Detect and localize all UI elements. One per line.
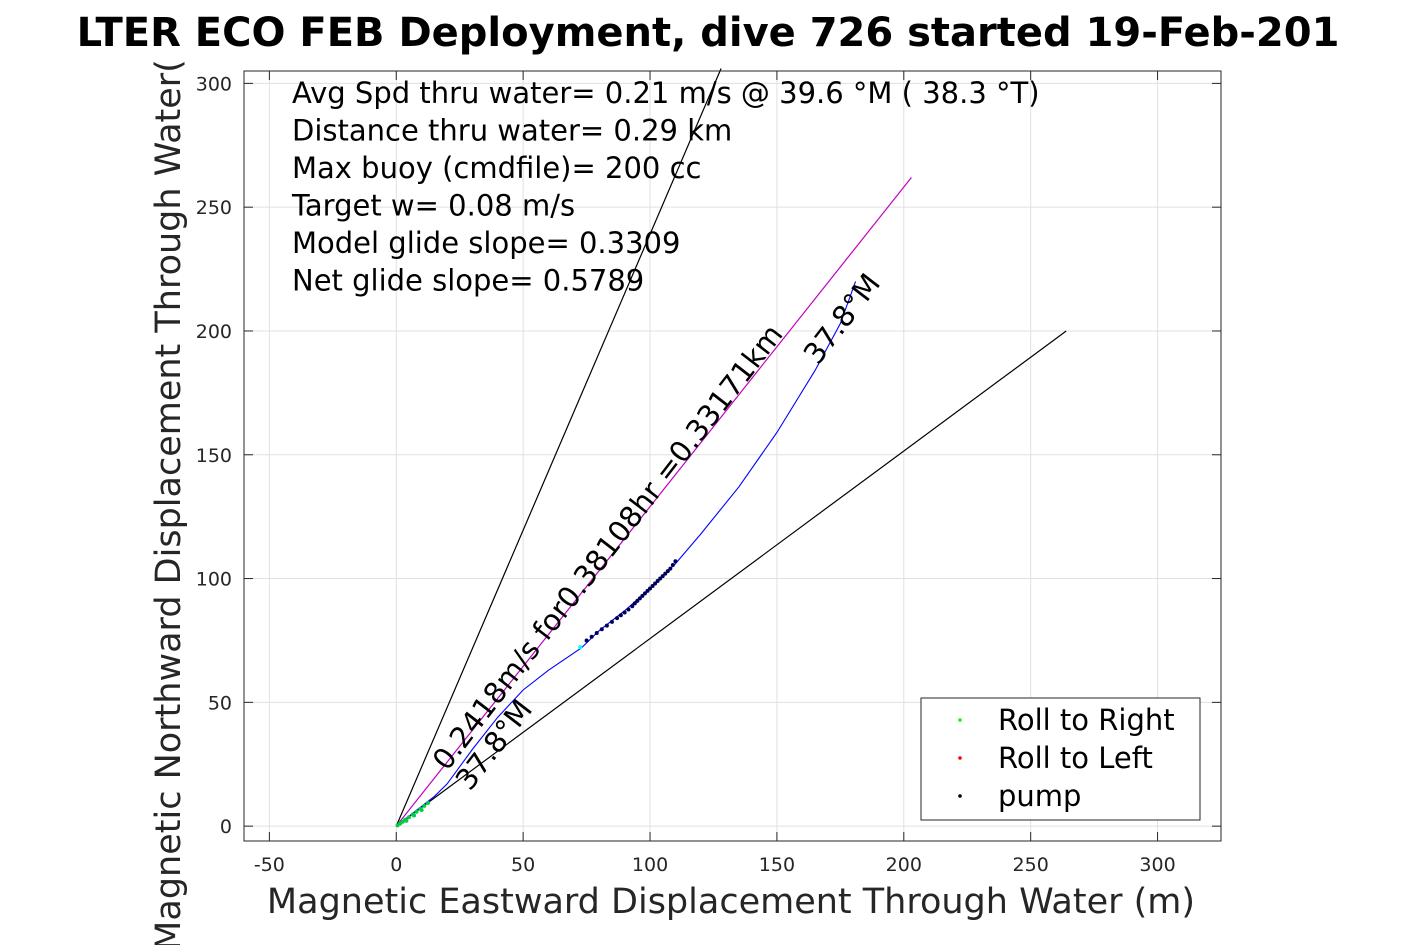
data-point xyxy=(618,613,623,618)
y-tick-label: 100 xyxy=(196,569,232,591)
data-point xyxy=(406,815,411,820)
x-tick-label: 150 xyxy=(759,854,795,876)
info-line: Avg Spd thru water= 0.21 m/s @ 39.6 °M (… xyxy=(292,76,1040,110)
data-point xyxy=(632,601,637,606)
data-point xyxy=(673,559,678,564)
x-tick-label: 200 xyxy=(886,854,922,876)
data-point xyxy=(640,593,645,598)
x-tick-label: -50 xyxy=(254,854,285,876)
y-axis-label: Magnetic Northward Displacement Through … xyxy=(149,59,189,945)
data-point xyxy=(419,808,424,813)
data-point xyxy=(663,571,668,576)
y-tick-label: 150 xyxy=(196,445,232,467)
x-tick-label: 50 xyxy=(511,854,535,876)
data-point xyxy=(670,562,675,567)
info-line: Model glide slope= 0.3309 xyxy=(292,226,680,260)
reference-line xyxy=(395,330,1067,827)
data-point xyxy=(615,616,620,621)
data-point xyxy=(609,619,614,624)
info-line: Net glide slope= 0.5789 xyxy=(292,264,644,298)
data-point xyxy=(650,583,655,588)
y-tick-label: 50 xyxy=(208,692,232,714)
data-point xyxy=(653,581,658,586)
data-point xyxy=(635,598,640,603)
data-point xyxy=(404,818,409,823)
y-tick-label: 200 xyxy=(196,321,232,343)
legend-label: Roll to Right xyxy=(998,703,1175,737)
info-line: Distance thru water= 0.29 km xyxy=(292,114,732,148)
chart-title: LTER ECO FEB Deployment, dive 726 starte… xyxy=(77,10,1340,56)
x-tick-label: 300 xyxy=(1139,854,1175,876)
reference-lines xyxy=(395,68,1067,827)
data-point xyxy=(645,588,650,593)
legend-box xyxy=(920,697,1201,821)
legend-marker xyxy=(958,794,962,798)
data-points xyxy=(395,559,678,828)
data-point xyxy=(425,800,430,805)
data-point xyxy=(668,566,673,571)
y-tick-label: 250 xyxy=(196,197,232,219)
y-tick-label: 0 xyxy=(220,816,232,838)
x-axis-label: Magnetic Eastward Displacement Through W… xyxy=(267,882,1195,922)
data-point xyxy=(578,645,583,650)
data-point xyxy=(622,610,627,615)
data-point xyxy=(594,631,599,636)
plot-box xyxy=(243,70,1222,842)
x-tick-label: 0 xyxy=(390,854,402,876)
data-point xyxy=(630,604,635,609)
data-point xyxy=(648,586,653,591)
info-line: Target w= 0.08 m/s xyxy=(291,189,575,223)
reference-line xyxy=(395,177,912,827)
data-point xyxy=(584,638,589,643)
x-tick-label: 100 xyxy=(632,854,668,876)
axis-ticks: -50 0 50 100 150 200 250 300 0 50 100 150 200 250 300 xyxy=(196,71,1221,876)
data-point xyxy=(414,809,419,814)
data-point xyxy=(422,803,427,808)
data-point xyxy=(665,569,670,574)
data-point xyxy=(604,623,609,628)
data-point xyxy=(589,634,594,639)
x-tick-label: 250 xyxy=(1013,854,1049,876)
reference-line xyxy=(395,68,722,827)
legend-label: pump xyxy=(998,779,1081,813)
data-point xyxy=(658,576,663,581)
y-tick-label: 300 xyxy=(196,73,232,95)
data-point xyxy=(412,813,417,818)
data-point xyxy=(626,607,631,612)
data-point xyxy=(637,596,642,601)
data-point xyxy=(660,574,665,579)
legend-marker xyxy=(958,756,962,760)
info-text-block: Avg Spd thru water= 0.21 m/s @ 39.6 °M (… xyxy=(291,76,1040,298)
data-point xyxy=(642,591,647,596)
data-point xyxy=(599,627,604,632)
legend: Roll to Right Roll to Left pump xyxy=(920,697,1201,821)
data-point xyxy=(655,579,660,584)
info-line: Max buoy (cmdfile)= 200 cc xyxy=(292,151,701,185)
legend-marker xyxy=(958,718,962,722)
legend-label: Roll to Left xyxy=(998,741,1153,775)
